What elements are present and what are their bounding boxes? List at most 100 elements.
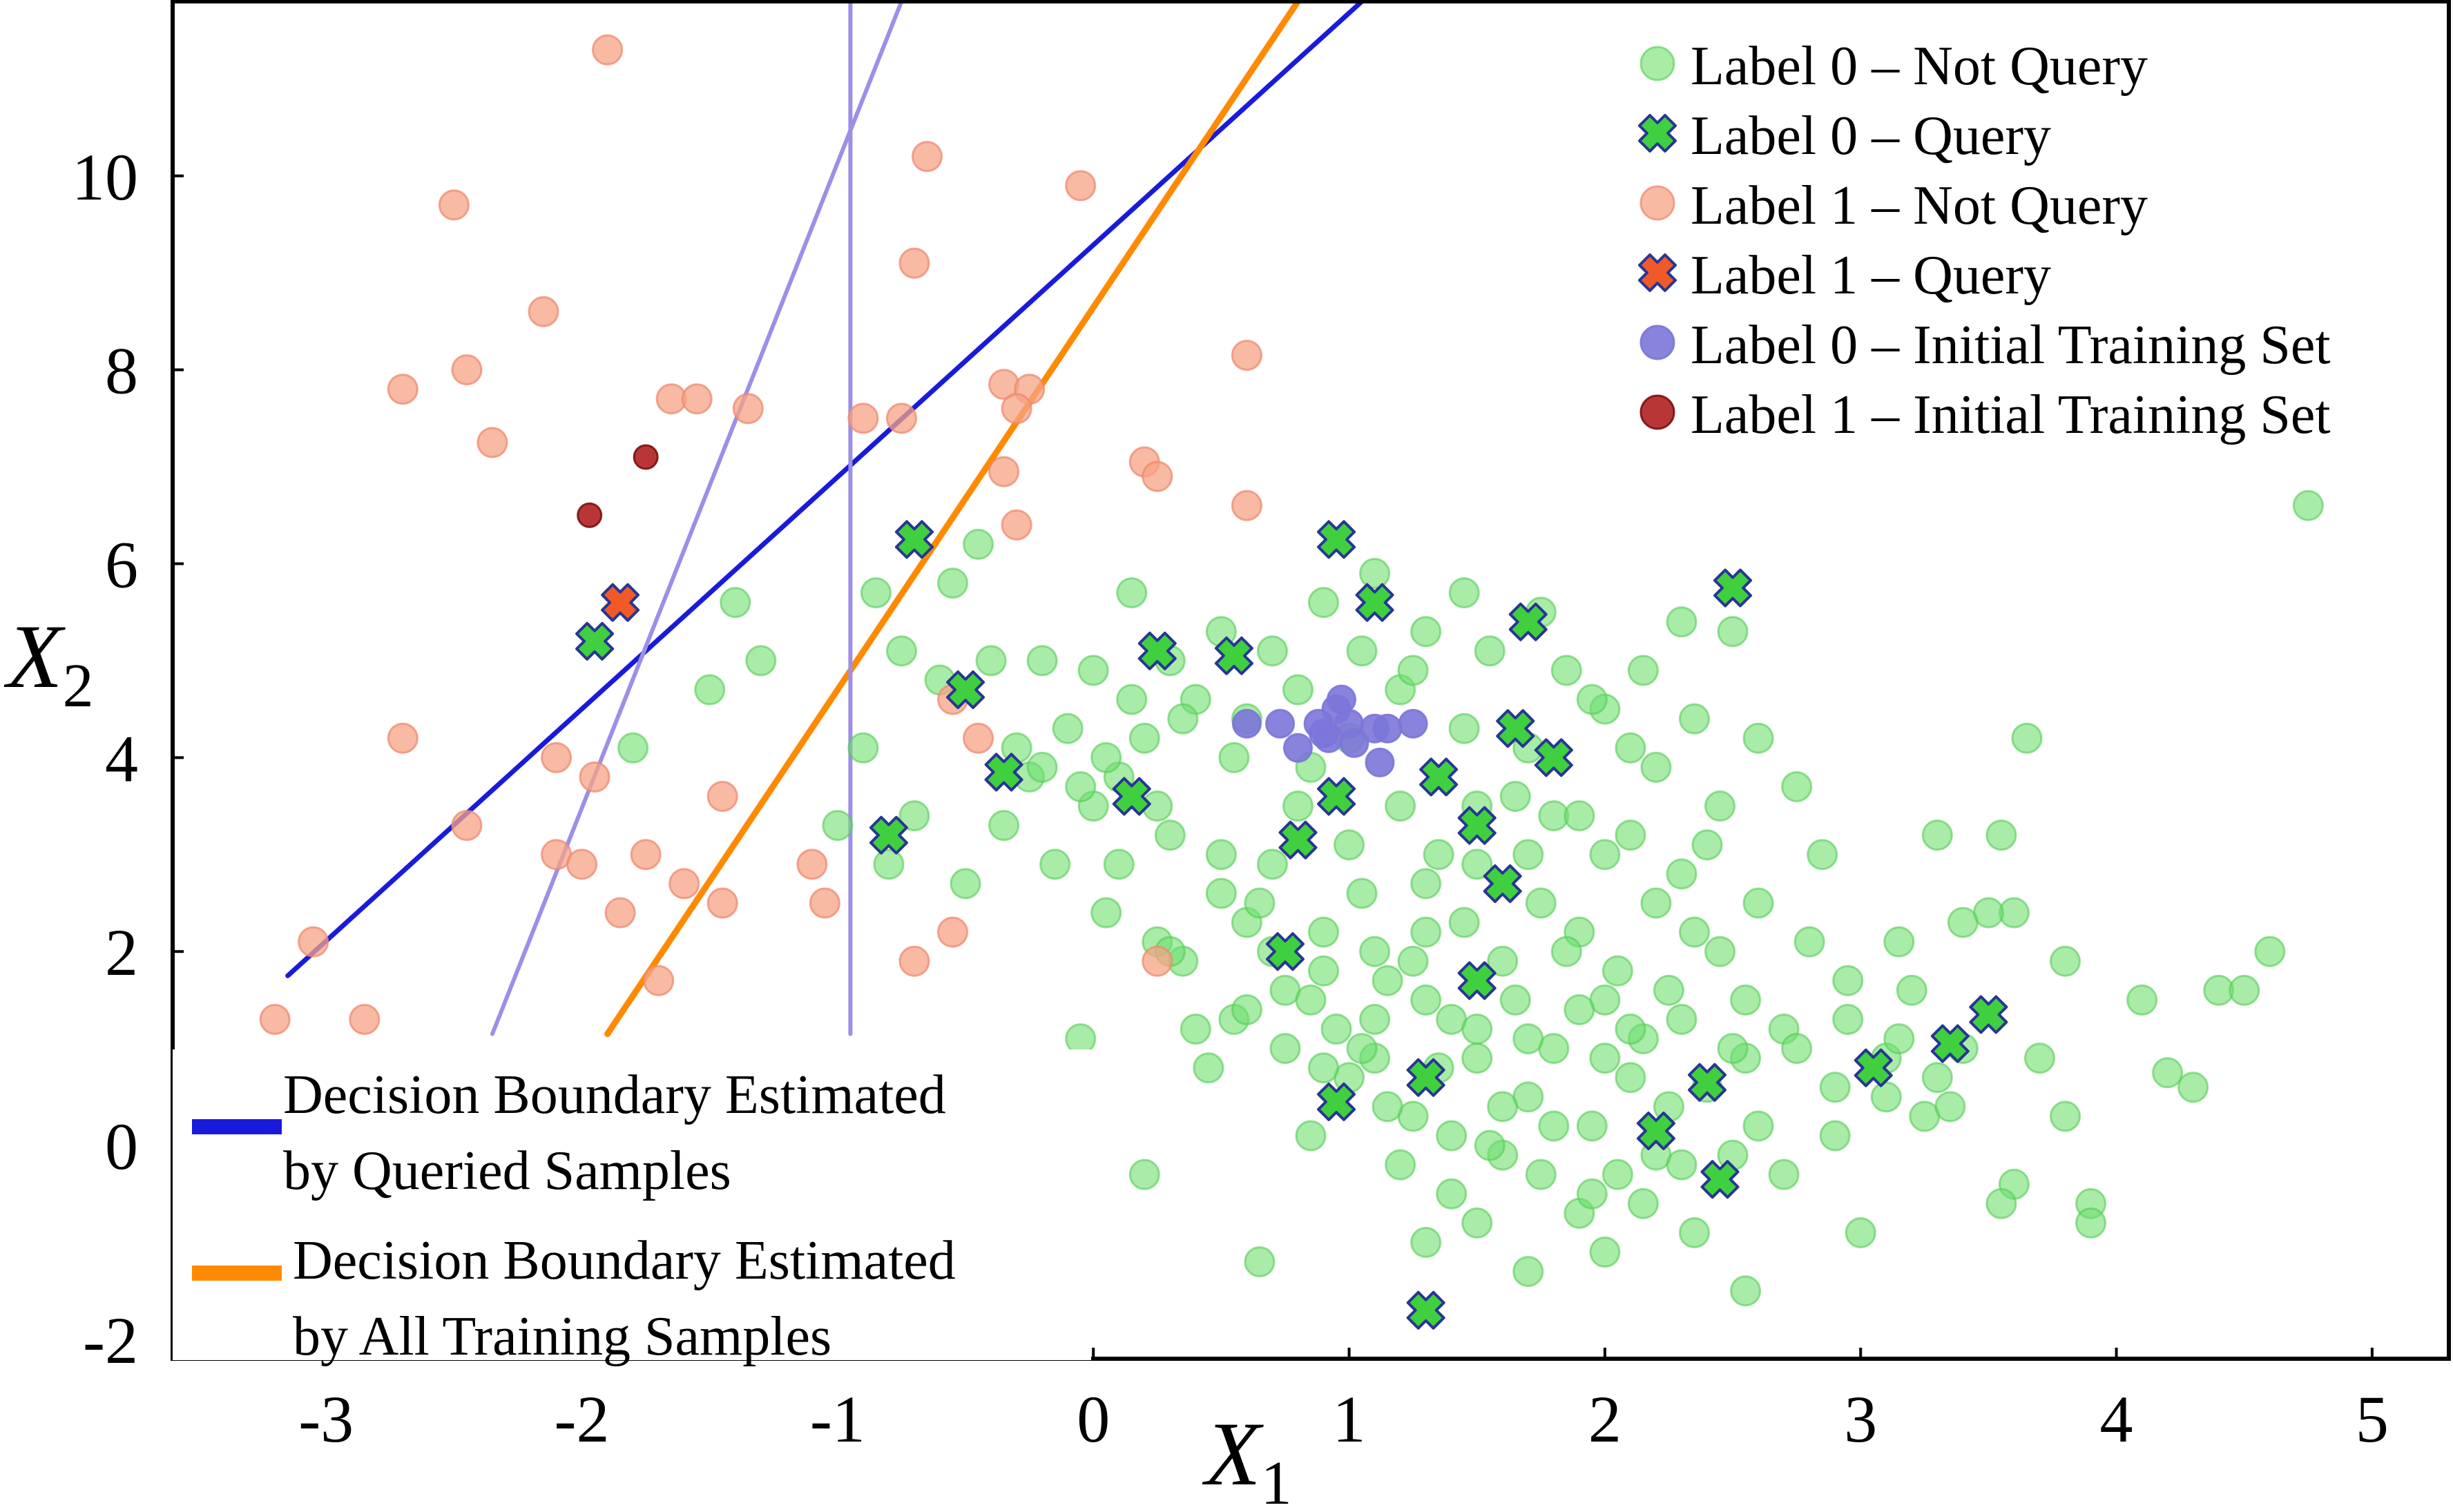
- label0-point: [1487, 1091, 1519, 1123]
- label0-point: [2049, 945, 2081, 977]
- label0-point: [1256, 635, 1288, 667]
- label0-point: [1985, 820, 2017, 851]
- label1-initial-point: [633, 444, 659, 470]
- label0-point: [1487, 945, 1519, 977]
- label0-query-point: [1636, 1111, 1675, 1150]
- label0-point: [1679, 703, 1711, 735]
- label0-point: [1564, 800, 1595, 832]
- label0-point: [1742, 1110, 1774, 1142]
- boundary-legend: Decision Boundary Estimated by Queried S…: [173, 1049, 1091, 1367]
- label0-point: [1346, 878, 1378, 909]
- label0-point: [1896, 974, 1927, 1006]
- label0-point: [1372, 1091, 1403, 1123]
- label0-point: [1308, 955, 1340, 987]
- label1-point: [604, 897, 636, 929]
- label0-point: [1576, 1178, 1608, 1210]
- label0-point: [1474, 1130, 1506, 1161]
- label0-point: [1691, 829, 1723, 861]
- legend-label-0: Label 0 – Not Query: [1691, 36, 2148, 97]
- label0-query-point: [894, 520, 934, 559]
- label0-point: [1793, 926, 1825, 958]
- label0-point: [1269, 1033, 1301, 1065]
- label0-point: [1768, 1159, 1800, 1190]
- label0-point: [1180, 1014, 1211, 1045]
- label0-point: [745, 645, 777, 677]
- label0-point: [1666, 858, 1697, 890]
- legend-marker-3: [1638, 253, 1677, 292]
- label1-point: [937, 916, 969, 948]
- label0-query-point: [1713, 568, 1753, 608]
- label0-point: [1410, 984, 1442, 1016]
- label0-point: [1781, 770, 1813, 802]
- label0-initial-point: [1372, 713, 1403, 744]
- label1-point: [451, 810, 483, 842]
- legend-marker-0: [1639, 46, 1675, 81]
- label0-point: [1615, 1062, 1646, 1094]
- label1-point: [298, 926, 329, 958]
- label0-point: [1410, 868, 1442, 900]
- label0-point: [1295, 984, 1327, 1016]
- label0-query-point: [1278, 820, 1318, 860]
- label1-point: [911, 141, 943, 173]
- label0-point: [963, 528, 994, 560]
- label0-point: [1410, 1226, 1442, 1258]
- label0-point: [1359, 558, 1391, 590]
- label1-point: [259, 1004, 291, 1035]
- label0-point: [1385, 791, 1416, 822]
- y-tick-label: -2: [83, 1303, 138, 1377]
- label0-initial-point: [1231, 708, 1262, 739]
- label0-point: [1244, 887, 1276, 919]
- label0-point: [1461, 1014, 1493, 1045]
- label0-point: [1589, 1237, 1621, 1268]
- label0-point: [1781, 1033, 1813, 1065]
- label1-point: [592, 34, 624, 66]
- legend-label-3: Label 1 – Query: [1691, 245, 2051, 306]
- label1-point: [477, 427, 508, 458]
- label0-query-point: [1419, 757, 1459, 797]
- legend-marker-1: [1638, 114, 1677, 153]
- label1-initial-point: [577, 502, 603, 528]
- x-tick-label: 2: [1588, 1382, 1622, 1456]
- label0-point: [1244, 1246, 1276, 1278]
- label0-point: [1576, 684, 1608, 715]
- tick-layer: -3 -2 -1 0 1 2 3 4 5 -2 0 2 4 6 8 10: [72, 140, 2389, 1456]
- label0-initial-point: [1398, 708, 1428, 739]
- label0-point: [1640, 751, 1672, 783]
- label0-point: [1090, 742, 1122, 773]
- label0-point: [2292, 490, 2324, 521]
- label0-point: [1346, 635, 1378, 667]
- label0-point: [1601, 955, 1633, 987]
- label0-point: [1397, 655, 1429, 686]
- label0-point: [1090, 897, 1122, 929]
- y-tick-label: 8: [105, 334, 138, 408]
- label0-point: [2049, 1101, 2081, 1132]
- label1-point: [706, 887, 738, 919]
- label0-point: [1448, 577, 1480, 609]
- label0-point: [1372, 965, 1403, 996]
- label0-point: [1730, 1275, 1762, 1307]
- label1-point: [809, 887, 840, 919]
- label1-point: [566, 849, 598, 880]
- label0-query-point: [1700, 1160, 1740, 1199]
- label1-point: [963, 722, 994, 754]
- label0-point: [1205, 839, 1237, 871]
- x-tick-label: 5: [2356, 1382, 2389, 1456]
- label0-point: [1065, 770, 1097, 802]
- y-axis-label: X2: [3, 605, 94, 720]
- x-tick-label: 3: [1844, 1382, 1877, 1456]
- label1-point: [387, 722, 419, 754]
- label1-point: [451, 354, 483, 386]
- label0-point: [1870, 1081, 1902, 1113]
- label0-point: [1627, 1188, 1659, 1219]
- label0-point: [2075, 1207, 2107, 1239]
- label1-point: [387, 374, 419, 405]
- label0-point: [950, 868, 981, 900]
- label0-point: [1615, 820, 1646, 851]
- label1-point: [847, 403, 879, 434]
- label0-point: [1410, 616, 1442, 648]
- label0-point: [1512, 1256, 1544, 1288]
- label0-point: [1807, 839, 1838, 871]
- label0-point: [1026, 645, 1058, 677]
- label0-query-point: [1317, 1082, 1356, 1121]
